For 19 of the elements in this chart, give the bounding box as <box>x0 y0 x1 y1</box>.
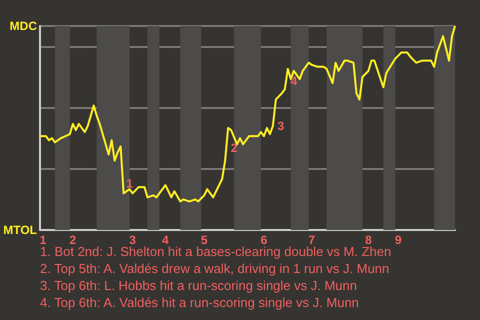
x-tick-label: 5 <box>200 233 208 247</box>
x-tick-label: 1 <box>40 233 47 247</box>
annotation: 3 <box>278 118 285 133</box>
x-tick-label: 6 <box>260 233 268 247</box>
annotation: 1 <box>126 176 134 190</box>
text: MDC <box>10 19 38 33</box>
text: 1. Bot 2nd: J. Shelton hit a bases-clearing double vs M. Zhen <box>40 244 392 259</box>
x-tick-label: 9 <box>394 233 402 247</box>
text: MTOL <box>3 223 37 237</box>
annotation: 4 <box>290 74 298 88</box>
text: 4. Top 6th: A. Valdés hit a run-scoring single vs J. Munn <box>40 295 359 310</box>
annotation: 2 <box>230 141 238 155</box>
x-tick-label: 2 <box>70 233 76 247</box>
x-tick-label: 7 <box>308 233 316 247</box>
x-tick-label: 3 <box>129 233 136 247</box>
text: 2. Top 5th: A. Valdés drew a walk, driving in 1 run vs J. Munn <box>40 261 390 276</box>
x-tick-label: 4 <box>162 233 170 247</box>
text: 3. Top 6th: L. Hobbs hit a run-scoring single vs J. Munn <box>40 278 357 293</box>
x-tick-label: 8 <box>365 233 372 247</box>
